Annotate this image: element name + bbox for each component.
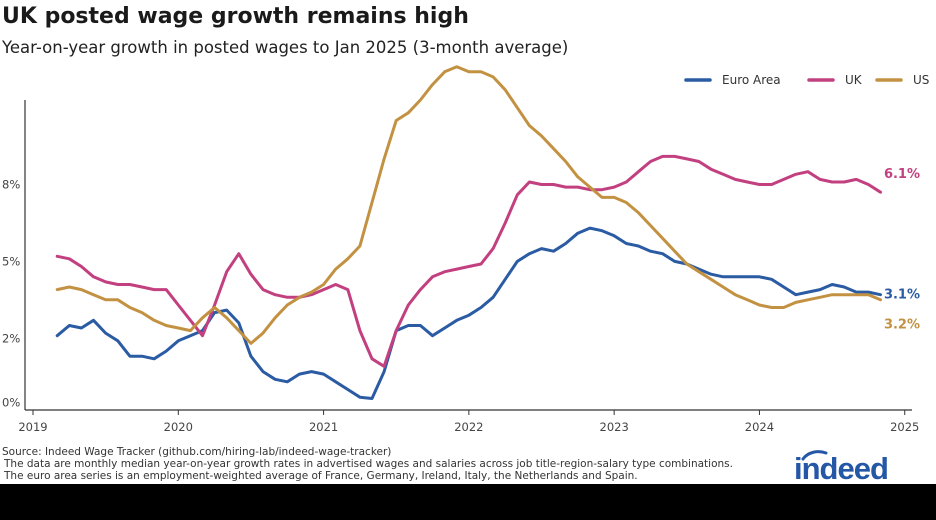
series-line-uk [55,154,882,368]
indeed-logo-text: indeed [794,451,888,484]
series-line-us [55,65,882,345]
series-line-euro-area [55,226,882,400]
x-tick-label: 2025 [890,420,919,434]
chart-subtitle: Year-on-year growth in posted wages to J… [2,38,569,57]
x-tick-label: 2020 [164,420,193,434]
end-labels: 6.1% 3.1% 3.2% [884,167,920,332]
method-note-1: The data are monthly median year-on-year… [4,458,733,470]
axes: 0% 2% 5% 8% 2019 2020 2021 2022 2023 2024 2025 [2,100,919,434]
end-label-us: 3.2% [884,318,920,333]
end-label-uk: 6.1% [884,167,920,182]
line-chart: Euro Area UK US 0% 2% 5% 8% 2019 2020 2021 2022 20… [2,65,929,484]
series-lines [55,65,882,400]
legend-label-euro-area: Euro Area [722,73,781,87]
x-tick-label: 2024 [745,420,774,434]
x-tick-label: 2023 [600,420,629,434]
indeed-logo: indeed [794,450,889,484]
legend-label-us: US [913,73,929,87]
chart-title: UK posted wage growth remains high [2,4,469,29]
x-tick-label: 2019 [18,420,47,434]
y-tick-label: 0% [2,395,20,409]
x-tick-label: 2021 [309,420,338,434]
chart-frame: UK posted wage growth remains high Year-… [0,0,936,484]
x-tick-label: 2022 [454,420,483,434]
legend: Euro Area UK US [684,73,929,87]
logo-arc-icon [801,450,828,461]
end-label-euro-area: 3.1% [884,288,920,303]
source-note: Source: Indeed Wage Tracker (github.com/… [2,446,392,458]
method-note-2: The euro area series is an employment-we… [4,470,638,482]
y-tick-label: 2% [2,331,20,345]
y-tick-label: 5% [2,254,20,268]
legend-label-uk: UK [845,73,863,87]
y-tick-label: 8% [2,178,20,192]
